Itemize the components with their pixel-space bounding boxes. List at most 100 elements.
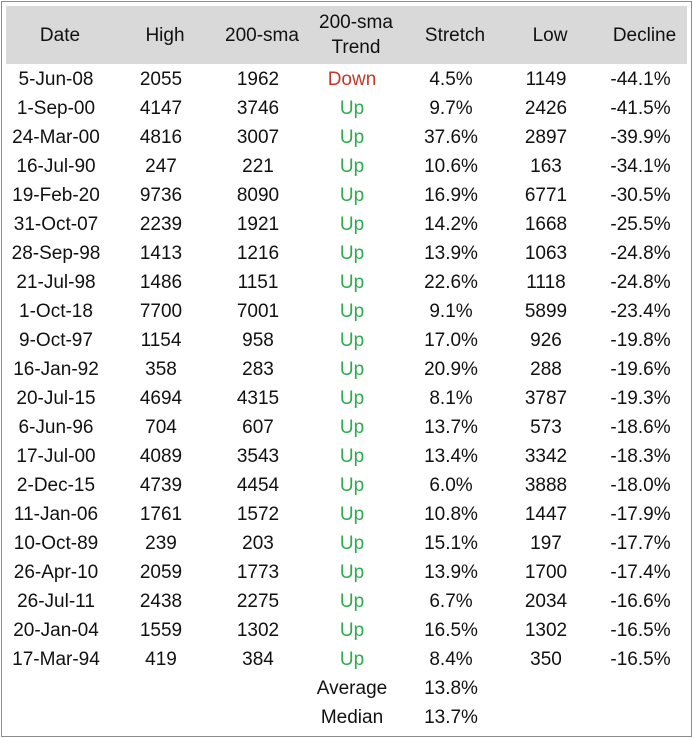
header-high: High: [145, 24, 185, 46]
table-row: 19-Feb-20 9736 8090 Up 16.9% 6771 -30.5%: [2, 181, 691, 210]
cell-high: 4147: [139, 98, 183, 119]
cell-trend: Up: [339, 446, 365, 467]
summary-label: Median: [320, 707, 384, 728]
cell-stretch: 9.7%: [429, 98, 473, 119]
cell-stretch: 37.6%: [424, 127, 478, 148]
cell-low: 3787: [524, 388, 568, 409]
cell-trend: Up: [339, 127, 365, 148]
cell-high: 2059: [139, 562, 183, 583]
cell-decline: -18.0%: [610, 475, 671, 496]
cell-decline: -23.4%: [610, 301, 671, 322]
cell-stretch: 13.9%: [424, 562, 478, 583]
header-trend-line1: 200-sma: [319, 12, 393, 33]
cell-stretch: 22.6%: [424, 272, 478, 293]
header-200-sma-trend: 200-sma Trend: [308, 6, 404, 64]
cell-decline: -39.9%: [610, 127, 671, 148]
cell-decline: -18.3%: [610, 446, 671, 467]
cell-trend: Down: [327, 69, 377, 90]
cell-date: 16-Jul-90: [16, 156, 96, 177]
cell-200-sma: 1921: [236, 214, 280, 235]
summary-row: Average 13.8%: [2, 674, 691, 703]
cell-stretch: 13.4%: [424, 446, 478, 467]
cell-200-sma: 203: [242, 533, 274, 554]
table-row: 1-Oct-18 7700 7001 Up 9.1% 5899 -23.4%: [2, 297, 691, 326]
cell-low: 3888: [524, 475, 568, 496]
cell-decline: -41.5%: [610, 98, 671, 119]
header-date: Date: [39, 24, 81, 46]
cell-stretch: 8.1%: [429, 388, 473, 409]
cell-high: 4816: [139, 127, 183, 148]
cell-date: 20-Jul-15: [16, 388, 96, 409]
cell-200-sma: 1572: [236, 504, 280, 525]
cell-stretch: 15.1%: [424, 533, 478, 554]
cell-date: 10-Oct-89: [13, 533, 99, 554]
cell-trend: Up: [339, 649, 365, 670]
cell-200-sma: 3746: [236, 98, 280, 119]
summary-stretch-value: 13.7%: [424, 707, 478, 728]
cell-stretch: 17.0%: [424, 330, 478, 351]
cell-200-sma: 3007: [236, 127, 280, 148]
table-row: 17-Jul-00 4089 3543 Up 13.4% 3342 -18.3%: [2, 442, 691, 471]
cell-decline: -17.4%: [610, 562, 671, 583]
cell-low: 573: [530, 417, 562, 438]
cell-date: 17-Jul-00: [16, 446, 96, 467]
cell-trend: Up: [339, 243, 365, 264]
cell-date: 2-Dec-15: [16, 475, 96, 496]
cell-200-sma: 1962: [236, 69, 280, 90]
cell-stretch: 6.0%: [429, 475, 473, 496]
cell-date: 31-Oct-07: [13, 214, 99, 235]
header-decline: Decline: [612, 24, 677, 46]
table-row: 21-Jul-98 1486 1151 Up 22.6% 1118 -24.8%: [2, 268, 691, 297]
cell-stretch: 20.9%: [424, 359, 478, 380]
cell-200-sma: 1216: [236, 243, 280, 264]
cell-stretch: 4.5%: [429, 69, 473, 90]
cell-trend: Up: [339, 214, 365, 235]
table-row: 20-Jan-04 1559 1302 Up 16.5% 1302 -16.5%: [2, 616, 691, 645]
cell-date: 26-Jul-11: [17, 591, 95, 612]
cell-date: 19-Feb-20: [12, 185, 100, 206]
cell-200-sma: 2275: [236, 591, 280, 612]
cell-decline: -24.8%: [610, 243, 671, 264]
cell-high: 1559: [139, 620, 183, 641]
cell-trend: Up: [339, 330, 365, 351]
cell-date: 5-Jun-08: [18, 69, 94, 90]
table-row: 16-Jul-90 247 221 Up 10.6% 163 -34.1%: [2, 152, 691, 181]
cell-high: 9736: [139, 185, 183, 206]
cell-low: 163: [530, 156, 562, 177]
cell-low: 1302: [524, 620, 568, 641]
cell-date: 26-Apr-10: [13, 562, 99, 583]
cell-200-sma: 607: [242, 417, 274, 438]
cell-stretch: 13.9%: [424, 243, 478, 264]
cell-stretch: 9.1%: [429, 301, 473, 322]
cell-trend: Up: [339, 156, 365, 177]
table-row: 31-Oct-07 2239 1921 Up 14.2% 1668 -25.5%: [2, 210, 691, 239]
table-row: 24-Mar-00 4816 3007 Up 37.6% 2897 -39.9%: [2, 123, 691, 152]
table-row: 10-Oct-89 239 203 Up 15.1% 197 -17.7%: [2, 529, 691, 558]
cell-date: 28-Sep-98: [11, 243, 101, 264]
table-row: 9-Oct-97 1154 958 Up 17.0% 926 -19.8%: [2, 326, 691, 355]
cell-trend: Up: [339, 272, 365, 293]
header-trend-line2: Trend: [331, 37, 381, 58]
cell-decline: -16.5%: [610, 620, 671, 641]
cell-date: 20-Jan-04: [13, 620, 99, 641]
cell-decline: -17.9%: [610, 504, 671, 525]
cell-date: 1-Oct-18: [19, 301, 93, 322]
cell-decline: -19.3%: [610, 388, 671, 409]
cell-trend: Up: [339, 301, 365, 322]
cell-stretch: 16.5%: [424, 620, 478, 641]
table-row: 28-Sep-98 1413 1216 Up 13.9% 1063 -24.8%: [2, 239, 691, 268]
cell-high: 2438: [139, 591, 183, 612]
cell-date: 9-Oct-97: [19, 330, 93, 351]
table-row: 26-Jul-11 2438 2275 Up 6.7% 2034 -16.6%: [2, 587, 691, 616]
cell-stretch: 10.6%: [424, 156, 478, 177]
cell-high: 4089: [139, 446, 183, 467]
header-200-sma: 200-sma: [225, 24, 299, 46]
cell-200-sma: 8090: [236, 185, 280, 206]
cell-200-sma: 1151: [237, 272, 279, 293]
cell-stretch: 10.8%: [424, 504, 478, 525]
cell-high: 2239: [139, 214, 183, 235]
header-low: Low: [532, 24, 568, 46]
summary-stretch-value: 13.8%: [424, 678, 478, 699]
table-row: 16-Jan-92 358 283 Up 20.9% 288 -19.6%: [2, 355, 691, 384]
cell-high: 7700: [139, 301, 183, 322]
